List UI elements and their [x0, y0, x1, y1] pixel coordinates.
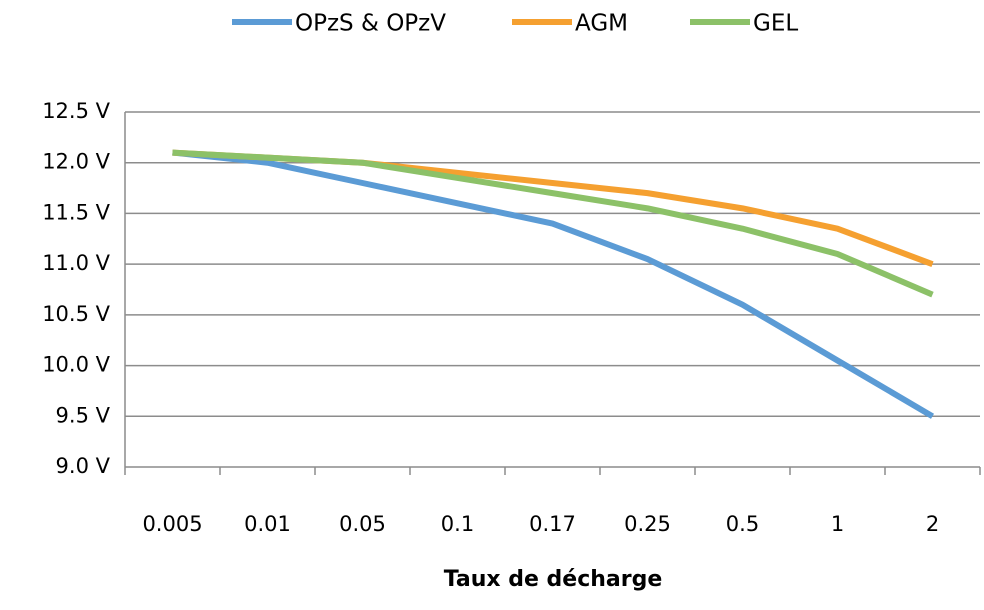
- y-tick-label: 12.0 V: [42, 150, 110, 174]
- line-series: [172, 149, 934, 298]
- y-tick-label: 10.0 V: [42, 353, 110, 377]
- x-tick-label: 0.05: [339, 512, 386, 536]
- y-tick-label: 10.5 V: [42, 302, 110, 326]
- x-tick-label: 0.005: [142, 512, 202, 536]
- x-tick-label: 1: [831, 512, 844, 536]
- x-tick-label: 0.5: [726, 512, 759, 536]
- x-axis-label: Taux de décharge: [444, 567, 663, 592]
- x-tick-label: 0.17: [529, 512, 576, 536]
- legend-label: OPzS & OPzV: [295, 11, 446, 37]
- x-tick-label: 0.1: [441, 512, 474, 536]
- y-tick-label: 9.0 V: [56, 454, 111, 478]
- y-tick-label: 11.0 V: [42, 251, 110, 275]
- y-tick-label: 11.5 V: [42, 200, 110, 224]
- x-tick-label: 2: [926, 512, 939, 536]
- legend-label: AGM: [575, 11, 628, 37]
- x-tick-label: 0.25: [624, 512, 671, 536]
- y-tick-label: 12.5 V: [42, 99, 110, 123]
- y-tick-label: 9.5 V: [56, 403, 111, 427]
- x-tick-label: 0.01: [244, 512, 291, 536]
- line-series: [172, 149, 935, 419]
- legend-label: GEL: [753, 11, 798, 37]
